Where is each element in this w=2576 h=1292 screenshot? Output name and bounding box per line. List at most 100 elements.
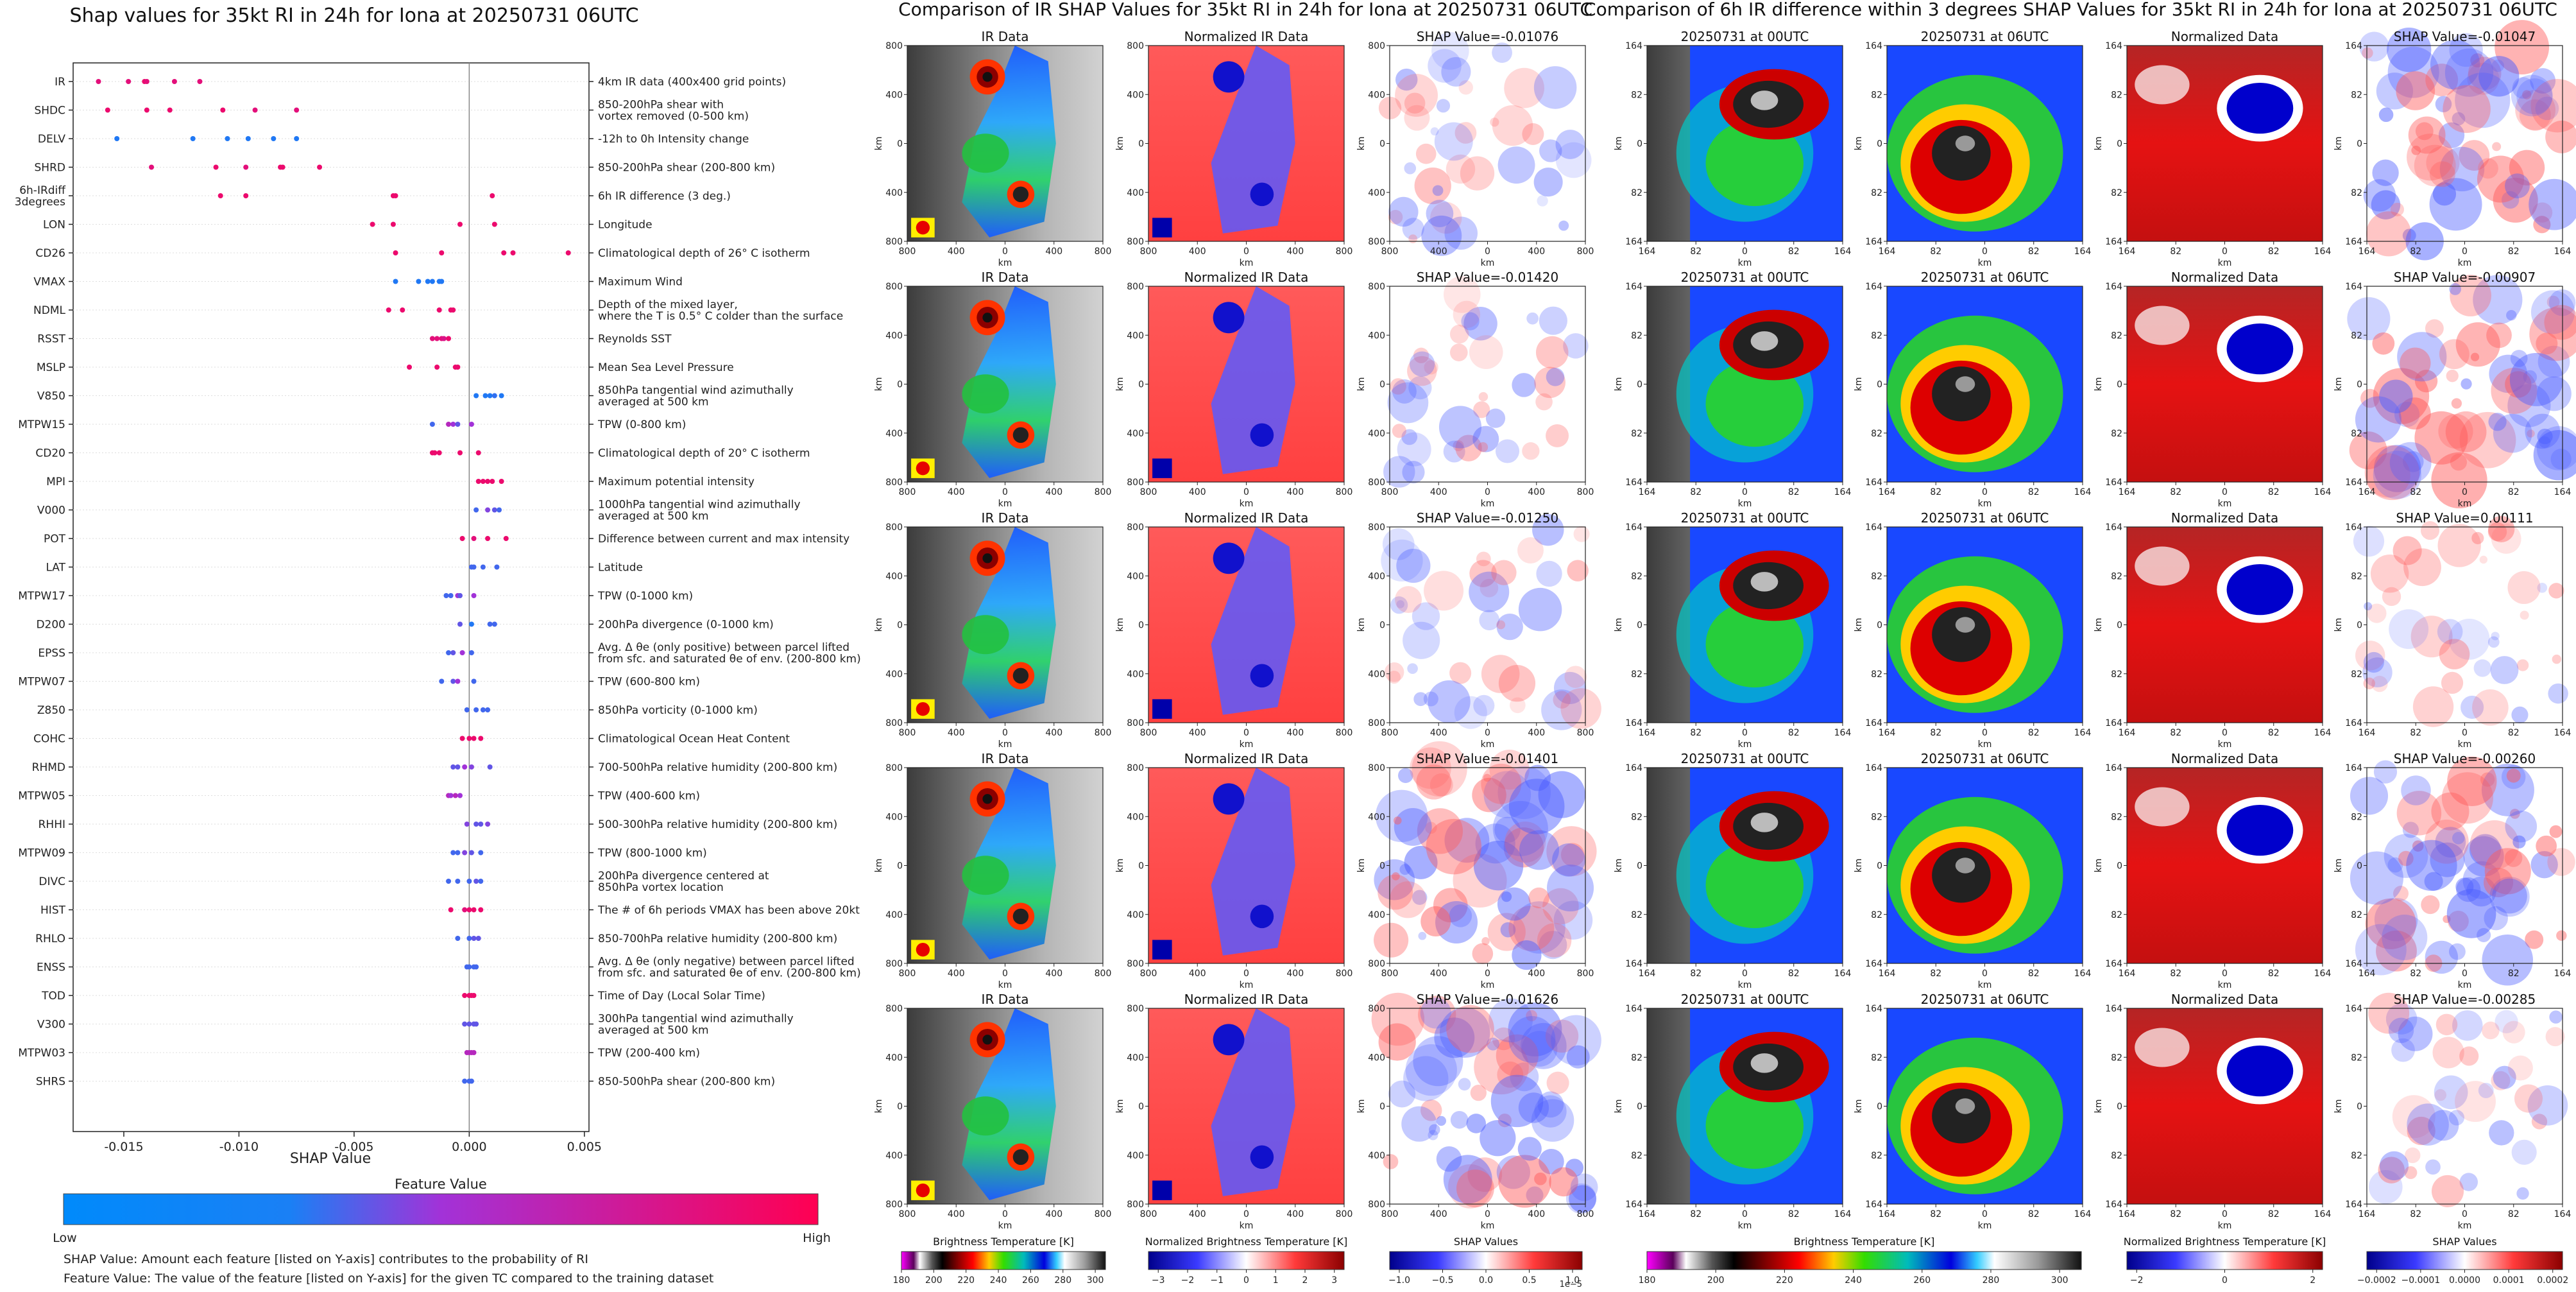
panel-x-tick-label: 82 xyxy=(2268,487,2280,497)
shap-feature-name: V300 xyxy=(37,1019,65,1031)
panel-y-axis-label: km xyxy=(1614,618,1624,632)
shap-map-blob xyxy=(1497,887,1531,921)
shap-map-blob xyxy=(1436,99,1451,113)
shap-map-blob xyxy=(2387,46,2439,98)
colorbar-tick-label: 0.0001 xyxy=(2493,1275,2525,1286)
shap-map-blob xyxy=(1433,888,1468,923)
shap-map-blob xyxy=(1430,127,1439,136)
shap-feature-name: MPI xyxy=(46,476,65,488)
panel-y-axis-label: km xyxy=(2094,137,2104,151)
shap-map-blob xyxy=(1522,442,1540,460)
panel-y-tick-label: 164 xyxy=(1625,1004,1642,1014)
panel-x-axis-label: km xyxy=(2218,258,2232,268)
shap-map-blob xyxy=(1412,890,1428,905)
shap-map-blob xyxy=(1429,773,1453,797)
panel-x-axis-label: km xyxy=(1738,1221,1752,1231)
shap-map-blob xyxy=(1428,49,1462,83)
shap-map-blob xyxy=(2530,851,2558,879)
diff06-eye xyxy=(1955,617,1975,633)
panel-y-tick-label: 164 xyxy=(1625,1200,1642,1210)
shap-map-blob xyxy=(2488,413,2507,431)
panel-y-tick-label: 82 xyxy=(1871,331,1882,341)
shap-map-blob xyxy=(2509,352,2563,406)
diff-normalized-core xyxy=(2226,804,2294,856)
shap-map-blob xyxy=(2374,898,2418,942)
shap-map-blob xyxy=(1425,822,1437,834)
shap-point xyxy=(245,136,251,141)
shap-map-blob xyxy=(2492,878,2527,914)
panel-y-tick-label: 164 xyxy=(1625,718,1642,728)
panel-x-tick-label: 800 xyxy=(1140,246,1157,257)
shap-point xyxy=(393,250,398,255)
panel-y-tick-label: 800 xyxy=(1368,237,1385,247)
panel-x-tick-label: 82 xyxy=(1788,969,1800,979)
panel-x-tick-label: 400 xyxy=(1430,728,1447,738)
panel-y-tick-label: 164 xyxy=(1865,959,1882,969)
shap-feature-description: Avg. Δ θe (only positive) between parcel… xyxy=(598,641,861,666)
shap-point xyxy=(271,136,277,141)
panel-title: Normalized IR Data xyxy=(1184,270,1309,285)
panel-x-tick-label: 800 xyxy=(899,487,916,497)
shap-point xyxy=(497,507,502,513)
normalized-ir-storm xyxy=(1213,302,1245,334)
panel-y-axis-label: km xyxy=(1115,137,1125,151)
panel-y-axis-label: km xyxy=(1854,618,1864,632)
panel-x-axis-label: km xyxy=(1240,258,1254,268)
shap-map-blob xyxy=(2402,822,2419,838)
shap-feature-description: TPW (400-600 km) xyxy=(597,790,700,803)
panel-x-tick-label: 0 xyxy=(1742,246,1748,257)
shap-map-blob xyxy=(2425,1159,2441,1175)
panel-x-tick-label: 164 xyxy=(2119,487,2136,497)
shap-map-blob xyxy=(2398,1016,2433,1051)
panel-title: 20250731 at 06UTC xyxy=(1921,751,2049,766)
panel-x-tick-label: 82 xyxy=(1690,728,1702,738)
shap-point xyxy=(475,936,481,941)
shap-map-blob xyxy=(2461,378,2472,390)
panel-y-tick-label: 164 xyxy=(1865,522,1882,533)
panel-title: 20250731 at 06UTC xyxy=(1921,992,2049,1007)
panel-y-tick-label: 82 xyxy=(2111,1053,2122,1063)
shap-map-blob xyxy=(2537,428,2553,445)
ir-edge-cell xyxy=(916,461,930,476)
diff06-core xyxy=(1932,607,1991,662)
colorbar-tick-label: 0 xyxy=(2222,1275,2228,1286)
shap-map-blob xyxy=(2450,275,2492,316)
panel-x-tick-label: 164 xyxy=(2358,246,2376,257)
panel-y-tick-label: 800 xyxy=(1127,41,1144,51)
panel-x-tick-label: 0 xyxy=(1002,969,1008,979)
shap-point xyxy=(197,79,203,84)
shap-map-blob xyxy=(2406,840,2457,891)
panel-x-tick-label: 0 xyxy=(1243,969,1249,979)
panel-y-tick-label: 400 xyxy=(885,429,903,439)
shap-map-blob xyxy=(1520,1022,1567,1069)
shap-map-blob xyxy=(1444,818,1490,863)
panel-x-tick-label: 164 xyxy=(2119,969,2136,979)
panel-y-tick-label: 0 xyxy=(2117,861,2122,872)
shap-map-blob xyxy=(2376,73,2414,110)
shap-map-blob xyxy=(1481,763,1522,804)
shap-map-blob xyxy=(2392,1095,2435,1139)
panel-x-tick-label: 82 xyxy=(2028,728,2040,738)
shap-map-blob xyxy=(2448,1110,2465,1126)
panel-x-tick-label: 164 xyxy=(2554,246,2572,257)
shap-point xyxy=(390,221,396,227)
shap-map-blob xyxy=(1565,1158,1584,1177)
panel-y-tick-label: 400 xyxy=(885,910,903,920)
shap-point xyxy=(482,393,488,399)
ir-second-storm-core xyxy=(1012,908,1029,925)
panel-x-tick-label: 400 xyxy=(1528,1209,1545,1219)
shap-map-blob xyxy=(1467,1157,1503,1193)
panel-y-tick-label: 82 xyxy=(1871,669,1882,680)
shap-point xyxy=(466,936,472,941)
shap-map-blob xyxy=(2533,430,2576,481)
panel-x-tick-label: 800 xyxy=(1336,1209,1353,1219)
panel-x-tick-label: 82 xyxy=(2170,1209,2181,1219)
shap-point xyxy=(490,193,495,198)
panel-y-tick-label: 800 xyxy=(1127,1004,1144,1014)
panel-y-tick-label: 800 xyxy=(1368,763,1385,773)
panel-x-tick-label: 800 xyxy=(1577,246,1594,257)
normalized-ir-cloud xyxy=(1211,46,1295,234)
panel-x-tick-label: 164 xyxy=(2074,728,2092,738)
shap-feature-description: Time of Day (Local Solar Time) xyxy=(597,990,765,1003)
shap-point xyxy=(439,678,445,684)
